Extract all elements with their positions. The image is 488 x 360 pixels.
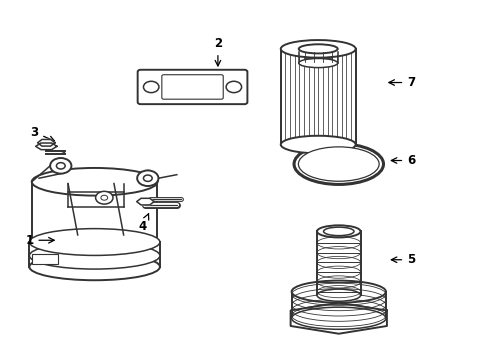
Circle shape: [225, 81, 241, 93]
FancyBboxPatch shape: [138, 70, 247, 104]
Ellipse shape: [298, 44, 337, 53]
Text: 2: 2: [213, 37, 222, 66]
FancyBboxPatch shape: [162, 75, 223, 99]
Circle shape: [95, 192, 113, 204]
Circle shape: [143, 81, 159, 93]
Text: 6: 6: [390, 154, 415, 167]
Ellipse shape: [316, 225, 360, 238]
Ellipse shape: [316, 289, 360, 301]
Text: 5: 5: [390, 253, 415, 266]
Ellipse shape: [291, 280, 385, 303]
Ellipse shape: [293, 144, 383, 184]
FancyBboxPatch shape: [32, 254, 58, 264]
Ellipse shape: [291, 307, 385, 329]
Circle shape: [56, 163, 65, 169]
Ellipse shape: [29, 253, 160, 280]
Ellipse shape: [29, 242, 160, 269]
Text: 1: 1: [25, 234, 54, 247]
Circle shape: [50, 158, 71, 174]
Ellipse shape: [298, 58, 337, 68]
Polygon shape: [38, 139, 55, 146]
Circle shape: [143, 175, 152, 181]
Polygon shape: [137, 198, 154, 205]
Circle shape: [137, 170, 158, 186]
Text: 4: 4: [139, 214, 148, 233]
Ellipse shape: [298, 147, 378, 181]
Ellipse shape: [29, 229, 160, 256]
Ellipse shape: [280, 40, 355, 58]
Circle shape: [101, 195, 107, 200]
Text: 7: 7: [388, 76, 414, 89]
Text: 3: 3: [30, 126, 55, 141]
Ellipse shape: [323, 227, 353, 236]
Polygon shape: [36, 143, 57, 150]
Ellipse shape: [32, 168, 157, 195]
Polygon shape: [290, 303, 386, 334]
Ellipse shape: [280, 136, 355, 153]
